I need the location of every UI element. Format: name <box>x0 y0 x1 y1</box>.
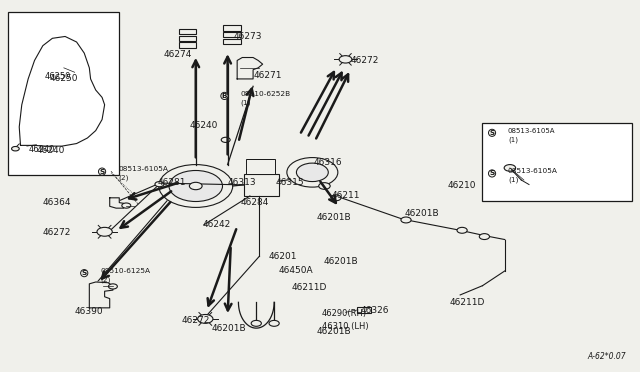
Text: 46315: 46315 <box>275 178 304 187</box>
Bar <box>179 29 196 34</box>
Circle shape <box>221 137 230 142</box>
Text: 08513-6105A: 08513-6105A <box>118 166 168 172</box>
Text: 46211: 46211 <box>332 191 360 200</box>
Text: 46201B: 46201B <box>317 327 351 336</box>
Circle shape <box>122 203 131 208</box>
Circle shape <box>296 163 328 182</box>
Circle shape <box>108 284 117 289</box>
Polygon shape <box>90 282 113 308</box>
Text: S: S <box>490 170 495 176</box>
Circle shape <box>189 182 202 190</box>
Circle shape <box>155 182 164 187</box>
Text: 46310 (LH): 46310 (LH) <box>322 322 369 331</box>
Text: A-62*0.07: A-62*0.07 <box>588 352 626 361</box>
Text: 08513-6105A: 08513-6105A <box>508 128 556 134</box>
Polygon shape <box>237 58 262 79</box>
Text: (1): (1) <box>508 136 518 143</box>
Text: 46242: 46242 <box>202 220 230 229</box>
Text: 46211D: 46211D <box>291 283 326 292</box>
Circle shape <box>287 158 338 187</box>
Circle shape <box>504 164 516 171</box>
Text: S: S <box>490 130 495 136</box>
Bar <box>223 25 241 31</box>
Bar <box>8 13 119 175</box>
Text: (2): (2) <box>118 175 129 182</box>
Text: 46272: 46272 <box>182 316 210 325</box>
Circle shape <box>319 183 330 189</box>
Text: 46326: 46326 <box>360 306 388 315</box>
Text: 46273: 46273 <box>234 32 262 41</box>
Text: 46272: 46272 <box>351 56 379 65</box>
Text: 46272: 46272 <box>43 228 71 237</box>
Bar <box>244 174 278 196</box>
Text: 46250: 46250 <box>49 74 77 83</box>
Text: 46274: 46274 <box>164 51 192 60</box>
Text: (1): (1) <box>241 99 251 106</box>
Text: 46281: 46281 <box>157 178 186 187</box>
Text: 46201B: 46201B <box>317 213 351 222</box>
Text: 46201B: 46201B <box>212 324 246 333</box>
Text: 46240: 46240 <box>29 145 55 154</box>
Circle shape <box>169 170 223 202</box>
Circle shape <box>159 164 233 208</box>
Text: 46210: 46210 <box>447 182 476 190</box>
Text: 08513-6105A: 08513-6105A <box>508 168 558 174</box>
Text: 46211D: 46211D <box>449 298 484 307</box>
Text: 08110-6252B: 08110-6252B <box>241 91 291 97</box>
Text: 46250: 46250 <box>45 72 71 81</box>
Bar <box>357 307 371 313</box>
Text: 46364: 46364 <box>43 198 71 207</box>
Circle shape <box>479 234 490 240</box>
Circle shape <box>339 56 352 63</box>
Circle shape <box>331 195 341 201</box>
Bar <box>179 42 196 48</box>
Circle shape <box>401 217 411 223</box>
Circle shape <box>457 227 467 233</box>
Text: 46201B: 46201B <box>404 209 440 218</box>
Text: 46390: 46390 <box>75 307 103 316</box>
Text: 46271: 46271 <box>253 71 282 80</box>
Bar <box>246 159 275 174</box>
Text: 46450A: 46450A <box>278 266 313 275</box>
Text: S: S <box>99 169 105 174</box>
Text: 46240: 46240 <box>36 147 65 155</box>
Circle shape <box>12 147 19 151</box>
Bar <box>179 36 196 41</box>
Circle shape <box>269 320 279 326</box>
Circle shape <box>97 227 112 236</box>
Bar <box>223 39 241 44</box>
Polygon shape <box>109 198 124 208</box>
Text: 46240: 46240 <box>189 121 218 129</box>
Text: 46284: 46284 <box>241 198 269 207</box>
Text: 46290(RH): 46290(RH) <box>322 309 367 318</box>
Text: 46201B: 46201B <box>323 257 358 266</box>
Text: S: S <box>82 270 87 276</box>
Text: B: B <box>221 93 227 99</box>
Text: (2): (2) <box>100 276 111 283</box>
Circle shape <box>198 314 213 323</box>
Circle shape <box>251 320 261 326</box>
Bar <box>223 32 241 37</box>
Text: 46316: 46316 <box>314 157 342 167</box>
Text: 46201: 46201 <box>269 251 298 261</box>
Text: 08510-6125A: 08510-6125A <box>100 268 150 274</box>
Text: (1): (1) <box>508 177 518 183</box>
Bar <box>483 123 632 201</box>
Text: 46313: 46313 <box>228 178 256 187</box>
